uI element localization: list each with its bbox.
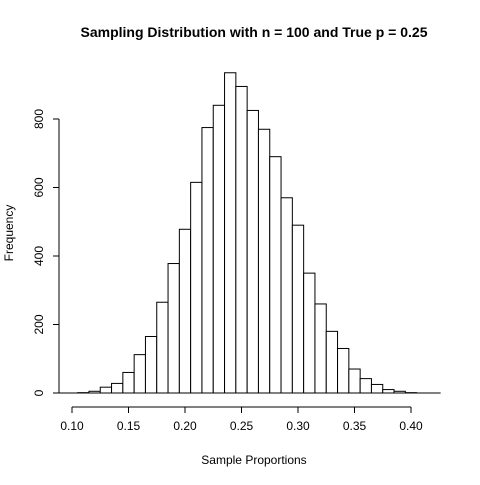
histogram-bar	[134, 355, 145, 393]
x-tick-label: 0.20	[173, 419, 197, 433]
y-tick-label: 800	[32, 109, 46, 129]
histogram-bar	[100, 387, 111, 393]
histogram-bar	[236, 86, 247, 393]
x-tick-label: 0.35	[343, 419, 367, 433]
histogram-bar	[247, 110, 258, 393]
histogram-bar	[326, 331, 337, 393]
chart-title: Sampling Distribution with n = 100 and T…	[81, 24, 428, 40]
histogram-bar	[360, 379, 371, 393]
histogram-bar	[225, 73, 236, 393]
histogram-bar	[371, 384, 382, 393]
y-axis-label: Frequency	[2, 205, 16, 262]
y-tick-label: 200	[32, 314, 46, 334]
x-tick-label: 0.30	[286, 419, 310, 433]
histogram-bar	[383, 390, 394, 393]
histogram-bar	[112, 383, 123, 393]
histogram-bar	[349, 369, 360, 393]
histogram-bar	[258, 129, 269, 393]
histogram-bar	[145, 336, 156, 393]
histogram-bar	[338, 348, 349, 393]
y-tick-label: 600	[32, 177, 46, 197]
histogram-bar	[179, 229, 190, 393]
histogram-bar	[292, 225, 303, 393]
histogram-bar	[191, 182, 202, 393]
histogram-bar	[315, 304, 326, 393]
x-tick-label: 0.15	[117, 419, 141, 433]
histogram-bar	[157, 302, 168, 393]
y-tick-label: 400	[32, 246, 46, 266]
histogram-bar	[202, 128, 213, 393]
x-axis: 0.10 0.15 0.20 0.25 0.30 0.35 0.40	[60, 407, 423, 433]
x-tick-label: 0.25	[230, 419, 254, 433]
histogram-bars	[55, 73, 441, 393]
histogram-bar	[304, 273, 315, 393]
histogram-bar	[270, 157, 281, 393]
x-tick-label: 0.10	[60, 419, 84, 433]
x-tick-label: 0.40	[399, 419, 423, 433]
histogram-bar	[168, 264, 179, 393]
y-axis: 0 200 400 600 800	[32, 109, 59, 397]
histogram-bar	[281, 198, 292, 393]
histogram-bar	[123, 372, 134, 393]
histogram-bar	[213, 105, 224, 393]
y-tick-label: 0	[32, 389, 46, 396]
x-axis-label: Sample Proportions	[201, 453, 306, 467]
